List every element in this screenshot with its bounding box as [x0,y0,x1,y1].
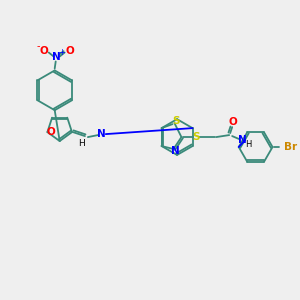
Text: O: O [39,46,48,56]
Text: S: S [173,116,180,126]
Text: H: H [79,139,85,148]
Text: H: H [245,140,251,148]
Text: N: N [238,135,247,145]
Text: N: N [98,129,106,139]
Text: S: S [193,132,200,142]
Text: Br: Br [284,142,298,152]
Text: +: + [58,48,65,57]
Text: O: O [47,127,56,137]
Text: N: N [52,52,61,62]
Text: O: O [229,117,238,127]
Text: N: N [171,146,180,156]
Text: O: O [65,46,74,56]
Text: -: - [36,42,40,52]
